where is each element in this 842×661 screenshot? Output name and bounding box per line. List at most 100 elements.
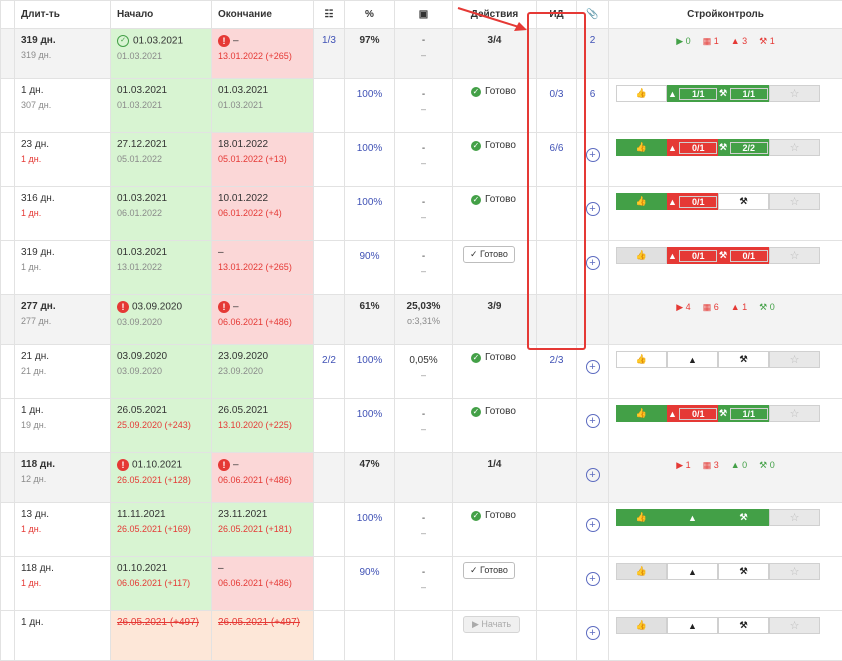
done-button[interactable]: ✓ Готово	[463, 246, 515, 263]
id-value[interactable]	[537, 557, 577, 611]
id-value[interactable]: 2/3	[537, 345, 577, 399]
id-value[interactable]	[537, 399, 577, 453]
archive-icon[interactable]: ▣	[395, 1, 453, 29]
calendar-icon[interactable]: ▦ 1	[703, 36, 719, 47]
warning-icon[interactable]: ▲ 3	[731, 36, 747, 47]
add-attachment-icon[interactable]: +	[586, 468, 600, 482]
col-actions[interactable]: Действия	[453, 1, 537, 29]
like-button[interactable]: 👍	[616, 563, 667, 580]
attachment-count[interactable]: 6	[577, 79, 609, 133]
calendar-icon[interactable]: ▦ 3	[703, 460, 719, 471]
warning-count-button[interactable]: ▲ 0/1	[667, 193, 718, 210]
like-button[interactable]: 👍	[616, 509, 667, 526]
star-icon[interactable]: ☆	[769, 351, 820, 368]
like-button[interactable]: 👍	[616, 85, 667, 102]
add-attachment-icon[interactable]: +	[586, 414, 600, 428]
id-value[interactable]: 0/3	[537, 79, 577, 133]
like-button[interactable]: 👍	[616, 351, 667, 368]
col-duration[interactable]: Длит-ть	[15, 1, 111, 29]
like-button[interactable]: 👍	[616, 617, 667, 634]
done-button[interactable]: ✓ Готово	[463, 562, 515, 579]
hammer-button[interactable]: ⚒	[718, 617, 769, 634]
start-button[interactable]: ▶ Начать	[463, 616, 520, 633]
play-icon[interactable]: ▶ 4	[676, 302, 690, 313]
warning-button[interactable]: ▲	[667, 563, 718, 580]
star-icon[interactable]: ☆	[769, 85, 820, 102]
like-button[interactable]: 👍	[616, 405, 667, 422]
warning-button[interactable]: ▲	[667, 509, 718, 526]
add-attachment-icon[interactable]: +	[586, 202, 600, 216]
warning-count-button[interactable]: ▲ 1/1	[667, 85, 718, 102]
add-attachment-icon[interactable]: +	[586, 626, 600, 640]
hammer-count-button[interactable]: ⚒ 1/1	[718, 85, 769, 102]
warning-count-button[interactable]: ▲ 0/1	[667, 405, 718, 422]
checklist-count[interactable]: 1/3	[314, 29, 345, 79]
col-start[interactable]: Начало	[111, 1, 212, 29]
id-value[interactable]	[537, 453, 577, 503]
like-button[interactable]: 👍	[616, 193, 667, 210]
hammer-button[interactable]: ⚒	[718, 509, 769, 526]
hammer-count-button[interactable]: ⚒ 1/1	[718, 405, 769, 422]
warning-count-button[interactable]: ▲ 0/1	[667, 247, 718, 264]
star-icon[interactable]: ☆	[769, 509, 820, 526]
paperclip-icon[interactable]: 📎	[577, 1, 609, 29]
star-icon[interactable]: ☆	[769, 139, 820, 156]
star-icon[interactable]: ☆	[769, 247, 820, 264]
id-value[interactable]: 6/6	[537, 133, 577, 187]
id-value[interactable]	[537, 187, 577, 241]
add-attachment-icon[interactable]: +	[586, 518, 600, 532]
warning-count-button[interactable]: ▲ 0/1	[667, 139, 718, 156]
percent-value[interactable]: 90%	[345, 557, 395, 611]
col-id[interactable]: ИД	[537, 1, 577, 29]
percent-value[interactable]: 100%	[345, 503, 395, 557]
checklist-icon[interactable]: ☷	[314, 1, 345, 29]
id-value[interactable]	[537, 503, 577, 557]
warning-button[interactable]: ▲	[667, 617, 718, 634]
id-value[interactable]	[537, 29, 577, 79]
warning-button[interactable]: ▲	[667, 351, 718, 368]
hammer-icon[interactable]: ⚒ 0	[759, 302, 775, 313]
star-icon[interactable]: ☆	[769, 405, 820, 422]
hammer-icon[interactable]: ⚒ 1	[759, 36, 775, 47]
hammer-button[interactable]: ⚒	[718, 193, 769, 210]
hammer-count-button[interactable]: ⚒ 0/1	[718, 247, 769, 264]
warning-icon[interactable]: ▲ 1	[731, 302, 747, 313]
warning-icon[interactable]: ▲ 0	[731, 460, 747, 471]
like-button[interactable]: 👍	[616, 139, 667, 156]
col-end[interactable]: Окончание	[212, 1, 314, 29]
calendar-icon[interactable]: ▦ 6	[703, 302, 719, 313]
add-attachment-icon[interactable]: +	[586, 148, 600, 162]
table-row[interactable]: 1 дн. 26.05.2021 (+497) 26.05.2021 (+497…	[1, 611, 842, 661]
percent-value[interactable]: 100%	[345, 79, 395, 133]
hammer-button[interactable]: ⚒	[718, 351, 769, 368]
hammer-button[interactable]: ⚒	[718, 563, 769, 580]
star-icon[interactable]: ☆	[769, 193, 820, 210]
percent-value[interactable]: 90%	[345, 241, 395, 295]
play-icon[interactable]: ▶ 1	[676, 460, 690, 471]
hammer-count-button[interactable]: ⚒ 2/2	[718, 139, 769, 156]
add-attachment-icon[interactable]: +	[586, 256, 600, 270]
star-icon[interactable]: ☆	[769, 563, 820, 580]
percent-value[interactable]: 100%	[345, 187, 395, 241]
add-attachment-icon[interactable]: +	[586, 360, 600, 374]
id-value[interactable]	[537, 241, 577, 295]
star-icon[interactable]: ☆	[769, 617, 820, 634]
col-construction-control[interactable]: Стройконтроль	[609, 1, 842, 29]
percent-value[interactable]: 100%	[345, 399, 395, 453]
attachment-count[interactable]: 2	[577, 29, 609, 79]
like-button[interactable]: 👍	[616, 247, 667, 264]
col-percent[interactable]: %	[345, 1, 395, 29]
add-attachment-icon[interactable]: +	[586, 572, 600, 586]
attachment-cell[interactable]	[577, 295, 609, 345]
